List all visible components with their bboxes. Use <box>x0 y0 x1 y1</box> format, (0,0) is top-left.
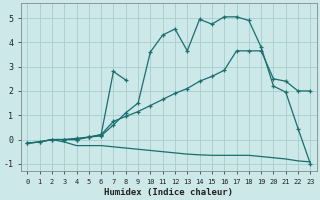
X-axis label: Humidex (Indice chaleur): Humidex (Indice chaleur) <box>104 188 233 197</box>
